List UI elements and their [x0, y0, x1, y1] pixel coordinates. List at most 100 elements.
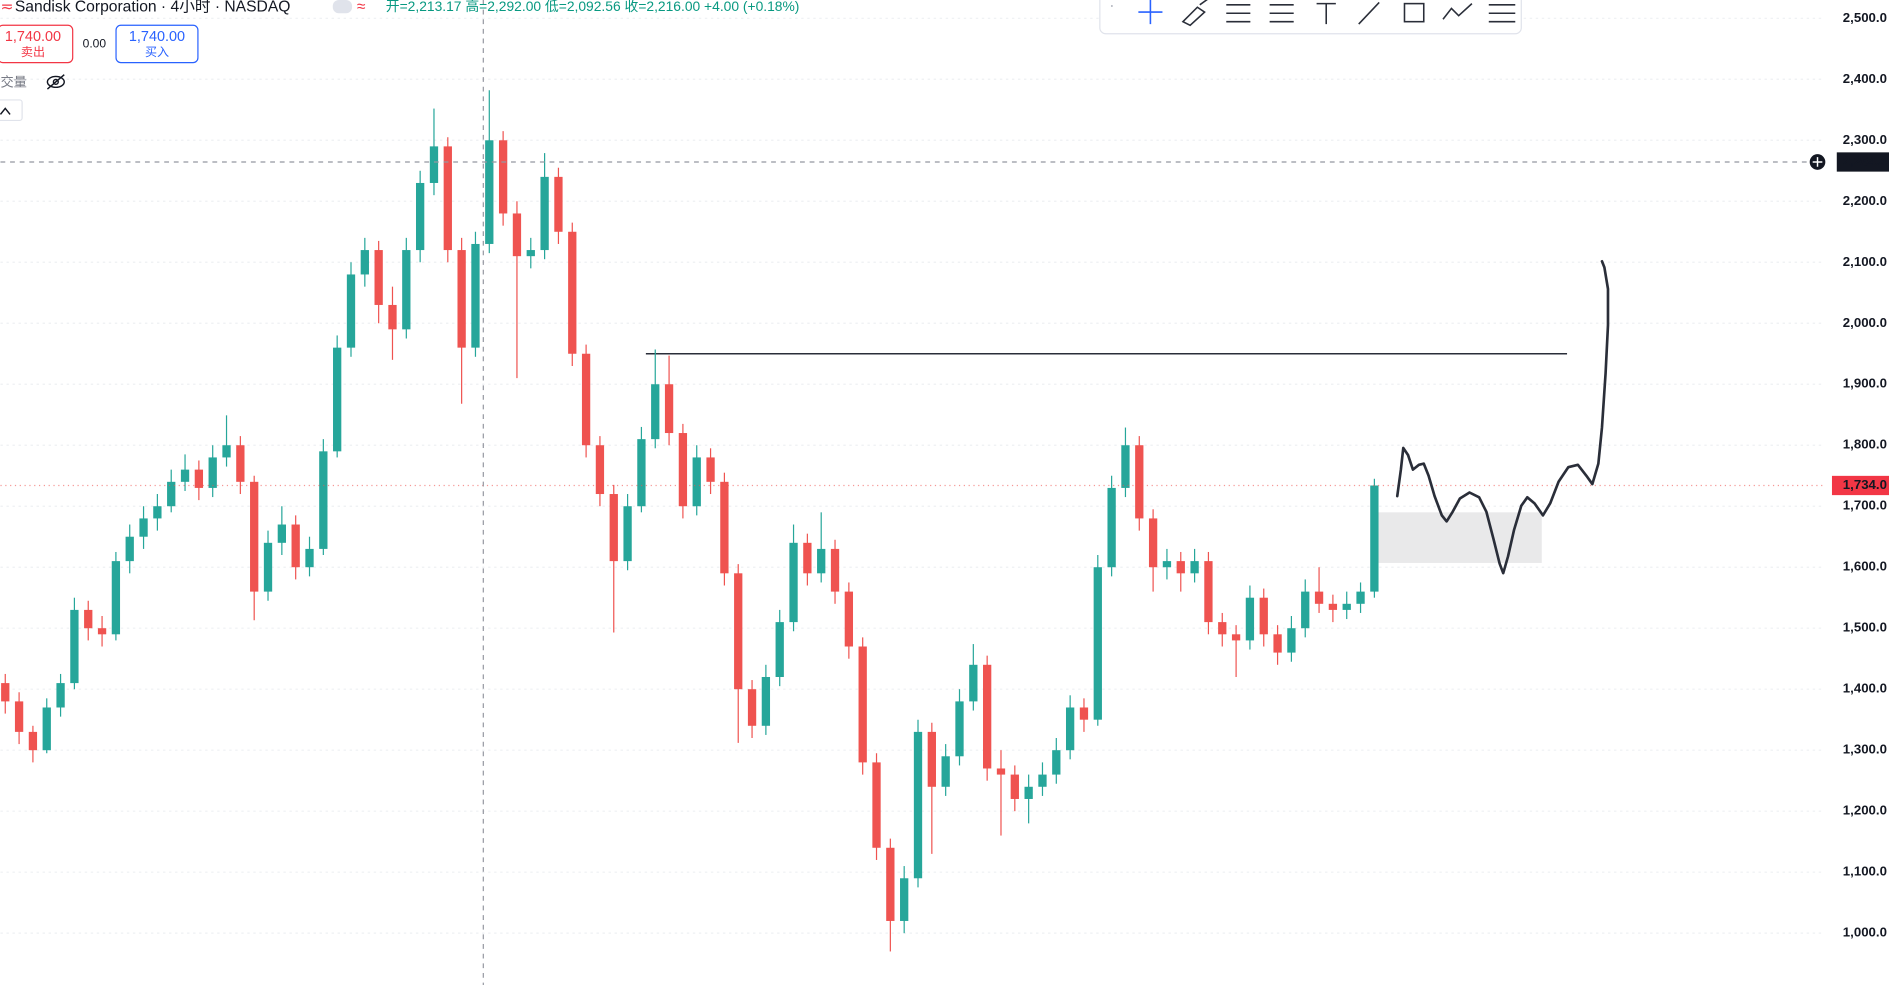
price-axis: 1,000.0 1,100.0 1,200.0 1,300.0 1,400.0 1,500…: [1808, 10, 1889, 940]
candle-body: [250, 481, 259, 592]
candle-body: [125, 536, 134, 562]
more-tools[interactable]: [1488, 4, 1516, 23]
crosshair-tool[interactable]: [1138, 0, 1163, 25]
y-tick-label: 1,900.0: [1843, 376, 1887, 391]
y-tick-label: 2,200.0: [1843, 193, 1887, 208]
candle-body: [319, 451, 328, 549]
candle-body: [900, 878, 909, 921]
candle-body: [955, 701, 964, 757]
trend-line-tool[interactable]: [1358, 1, 1380, 25]
last-price-label: 1,734.0: [1843, 477, 1887, 492]
candle-body: [706, 457, 715, 482]
candle-body: [180, 469, 190, 482]
candle-body: [374, 250, 383, 305]
candle-body: [167, 481, 176, 507]
volume-label: 成交量: [0, 74, 27, 90]
candle-body: [996, 768, 1006, 775]
candle-body: [1204, 561, 1213, 623]
candle-body: [609, 494, 618, 562]
candle-body: [1121, 445, 1130, 488]
text-tool[interactable]: [1316, 2, 1336, 25]
candle-body: [360, 250, 369, 275]
candle-body: [692, 457, 701, 507]
y-tick-label: 1,400.0: [1843, 681, 1887, 696]
header: ≂ Sandisk Corporation · 4小时 · NASDAQ ≈ 开…: [0, 0, 799, 15]
y-tick-label: 2,000.0: [1843, 315, 1887, 330]
candle-body: [678, 433, 688, 507]
candle-body: [443, 146, 452, 251]
candle-body: [775, 622, 784, 677]
candle-body: [291, 524, 300, 568]
candle-body: [1190, 561, 1199, 574]
collapse-icon: [0, 107, 11, 115]
candle-body: [97, 628, 107, 635]
visibility-toggle[interactable]: [46, 74, 65, 90]
candle-body: [1273, 634, 1282, 653]
candle-body: [623, 506, 632, 562]
sell-button[interactable]: [0, 24, 74, 64]
add-alert-icon: [1812, 157, 1823, 167]
candle-body: [498, 140, 508, 214]
candle-body: [1342, 603, 1351, 610]
y-tick-label: 1,700.0: [1843, 498, 1887, 513]
rectangle-tool[interactable]: [1403, 2, 1425, 23]
candle-body: [1010, 774, 1019, 799]
ohlc-line: 开=2,213.17 高=2,292.00 低=2,092.56 收=2,216…: [386, 0, 800, 14]
candle-body: [872, 762, 881, 848]
candle-body: [1176, 561, 1185, 574]
fib-tool[interactable]: [1226, 4, 1251, 23]
candle-body: [263, 542, 273, 592]
candle-body: [664, 384, 674, 434]
candle-body: [111, 561, 121, 635]
candle-body: [568, 231, 577, 354]
drag-handle[interactable]: [1110, 5, 1113, 7]
candle-body: [42, 707, 51, 751]
candle-body: [720, 481, 729, 574]
symbol-icon: ≂: [0, 0, 13, 15]
candle-body: [1356, 591, 1365, 604]
candle-body: [1314, 591, 1324, 604]
y-tick-label: 2,100.0: [1843, 254, 1887, 269]
candle-body: [153, 506, 162, 519]
candle-body: [886, 847, 895, 921]
levels-tool[interactable]: [1269, 4, 1294, 23]
buy-label: 买入: [145, 45, 169, 59]
candle-body: [1245, 597, 1255, 641]
y-tick-label: 1,200.0: [1843, 803, 1887, 818]
path-tool[interactable]: [1442, 3, 1473, 20]
y-tick-label: 2,500.0: [1843, 10, 1887, 25]
candle-body: [1162, 561, 1172, 568]
y-tick-label: 1,300.0: [1843, 742, 1887, 757]
candle-body: [983, 664, 992, 769]
collapse-button[interactable]: [0, 99, 23, 122]
brush-tool[interactable]: [1181, 0, 1208, 27]
plot: [0, 90, 1824, 952]
candle-body: [402, 250, 411, 330]
y-tick-label: 2,400.0: [1843, 71, 1887, 86]
last-price-tag: [1831, 475, 1889, 496]
candle-body: [14, 701, 24, 732]
y-tick-label: 1,000.0: [1843, 925, 1887, 940]
candle-body: [803, 542, 812, 574]
trade-panel: 1,740.00 卖出 0.00 1,740.00 买入 成交量: [0, 24, 199, 122]
candle-body: [844, 591, 854, 647]
candle-body: [1079, 707, 1089, 720]
candle-body: [581, 353, 591, 446]
candle-body: [194, 469, 204, 488]
candle-body: [1148, 518, 1158, 568]
candle-body: [429, 146, 439, 183]
candle-body: [1301, 591, 1310, 629]
y-tick-label: 1,600.0: [1843, 559, 1887, 574]
candle-body: [927, 731, 936, 787]
candle-body: [1038, 774, 1047, 787]
status-badge[interactable]: [332, 0, 353, 14]
buy-button[interactable]: [115, 24, 199, 64]
candle-body: [222, 445, 231, 458]
candle-body: [1024, 786, 1033, 799]
candle-body: [1052, 750, 1061, 775]
candle-body: [1065, 707, 1075, 751]
candle-body: [817, 548, 826, 574]
sell-price: 1,740.00: [5, 29, 61, 45]
